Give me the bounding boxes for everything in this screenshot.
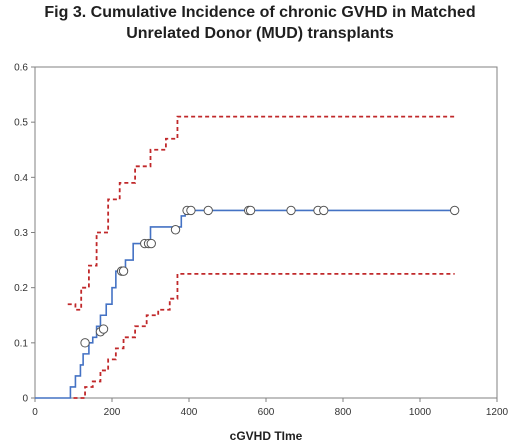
confidence-bound-line [67,115,455,311]
censor-point [98,324,109,334]
x-axis-label: cGVHD TIme [230,429,303,443]
chart-title-line-1: Fig 3. Cumulative Incidence of chronic G… [44,4,476,21]
incidence-step-line [35,209,455,399]
censor-point [319,205,329,216]
x-tick-label: 0 [32,407,38,418]
x-tick-label: 600 [258,407,275,418]
x-tick-label: 400 [181,407,198,418]
x-tick-label: 800 [335,407,352,418]
x-tick-label: 1200 [486,407,509,418]
y-tick-label: 0.1 [14,338,28,349]
y-tick-label: 0.5 [14,118,28,129]
censor-point [170,225,181,235]
y-tick-label: 0.3 [14,228,28,239]
censor-point [245,205,256,216]
censor-point [146,238,156,249]
chart-title-line-2: Unrelated Donor (MUD) transplants [126,25,394,42]
chart-title: Fig 3. Cumulative Incidence of chronic G… [0,2,520,44]
censor-point [449,205,460,216]
censor-point [203,205,213,216]
axis-ticks: 0 0.1 0.2 0.3 0.4 0.5 0.6 0 200 400 600 800 1000 1200 [14,63,508,419]
x-tick-label: 200 [104,407,121,418]
censor-point [286,205,296,216]
y-tick-label: 0.6 [14,63,28,74]
y-tick-label: 0.4 [14,173,28,184]
censor-point [118,266,129,276]
censor-point [186,205,196,216]
series-group [35,115,455,399]
confidence-bound-line [73,272,455,399]
censor-markers [80,205,460,348]
y-tick-label: 0.2 [14,283,28,294]
y-tick-label: 0 [22,394,28,405]
censor-point [80,338,90,348]
x-tick-label: 1000 [409,407,432,418]
